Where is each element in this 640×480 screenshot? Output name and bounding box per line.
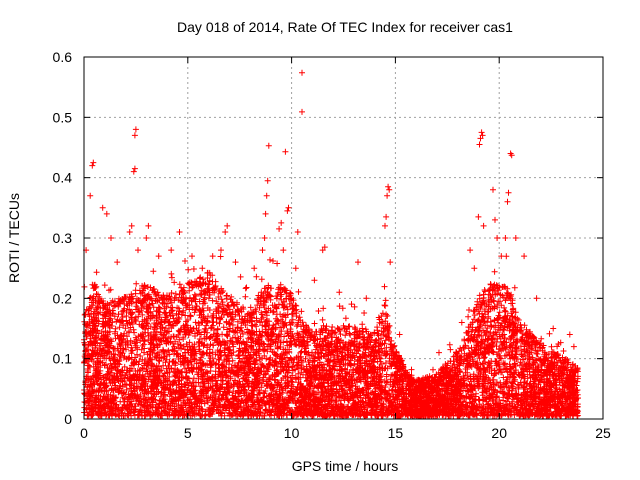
y-tick-label-6: 0.6 bbox=[53, 49, 73, 65]
axis-ticks: 0 5 10 15 20 25 0 0.1 0.2 0.3 0.4 0.5 0.6 bbox=[53, 49, 611, 441]
scatter-points bbox=[81, 69, 581, 419]
x-tick-label-5: 25 bbox=[595, 425, 611, 441]
y-tick-label-2: 0.2 bbox=[53, 290, 73, 306]
x-tick-label-1: 5 bbox=[184, 425, 192, 441]
x-tick-label-4: 20 bbox=[491, 425, 507, 441]
y-tick-label-5: 0.5 bbox=[53, 109, 73, 125]
chart-title: Day 018 of 2014, Rate Of TEC Index for r… bbox=[177, 19, 513, 35]
x-tick-label-2: 10 bbox=[284, 425, 300, 441]
data-points bbox=[81, 69, 581, 419]
y-tick-label-4: 0.4 bbox=[53, 170, 73, 186]
x-tick-label-0: 0 bbox=[80, 425, 88, 441]
y-tick-label-1: 0.1 bbox=[53, 351, 73, 367]
x-axis-label: GPS time / hours bbox=[292, 458, 399, 474]
y-tick-label-3: 0.3 bbox=[53, 230, 73, 246]
x-tick-label-3: 15 bbox=[388, 425, 404, 441]
y-axis-label: ROTI / TECUs bbox=[6, 193, 22, 283]
y-tick-label-0: 0 bbox=[64, 411, 72, 427]
